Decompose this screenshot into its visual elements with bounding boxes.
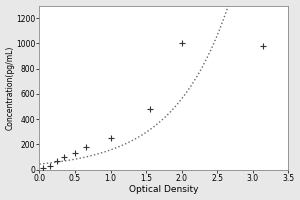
X-axis label: Optical Density: Optical Density <box>129 185 199 194</box>
Y-axis label: Concentration(pg/mL): Concentration(pg/mL) <box>6 45 15 130</box>
